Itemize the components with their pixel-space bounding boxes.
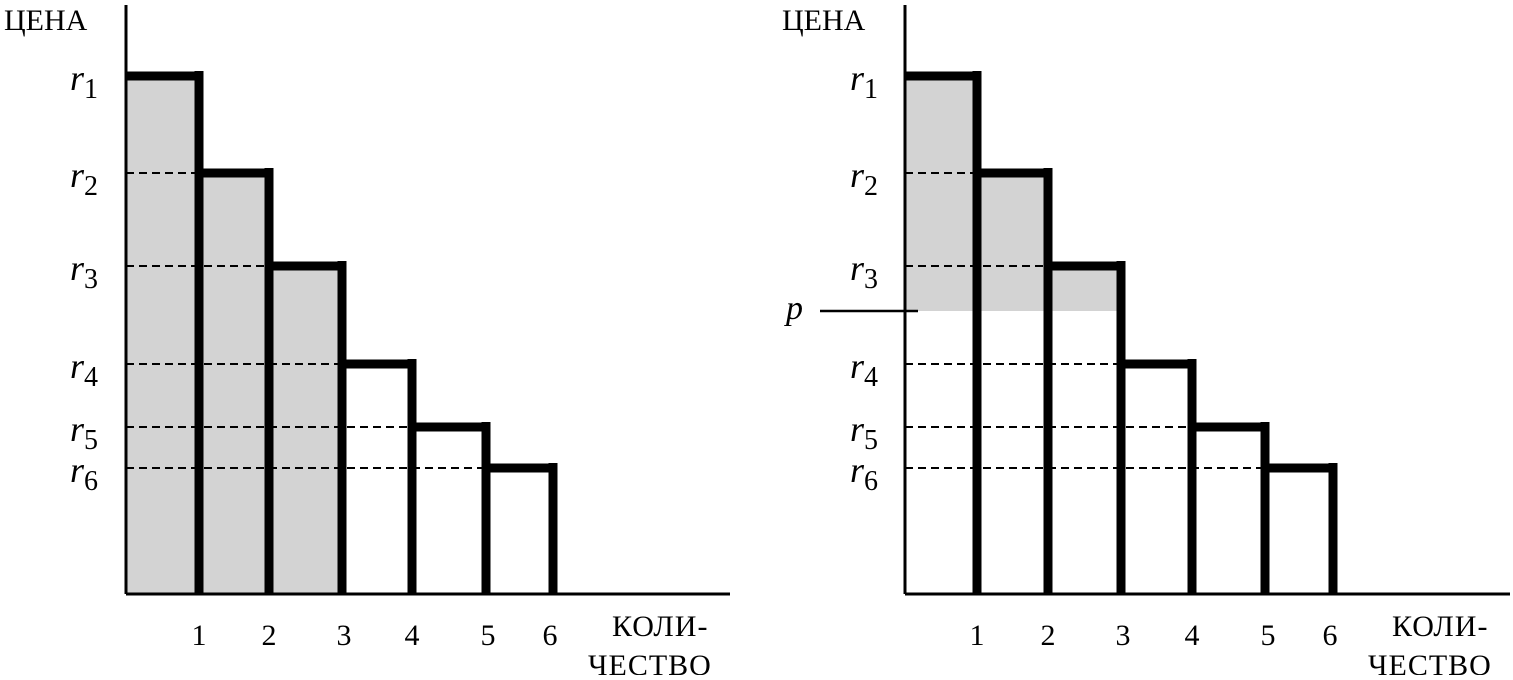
shaded-bar-3 bbox=[269, 266, 342, 594]
x-tick-2: 2 bbox=[1041, 619, 1056, 652]
x-tick-1: 1 bbox=[192, 619, 207, 652]
price-label-r1: r1 bbox=[850, 58, 878, 105]
x-tick-3: 3 bbox=[337, 619, 352, 652]
x-tick-6: 6 bbox=[1323, 619, 1338, 652]
price-label-r3: r3 bbox=[70, 248, 98, 295]
y-axis-title: ЦЕНА bbox=[4, 4, 88, 37]
x-tick-4: 4 bbox=[405, 619, 420, 652]
x-axis-title-line1: КОЛИ- bbox=[1392, 610, 1488, 643]
price-label-r2: r2 bbox=[70, 155, 98, 202]
price-label-r2: r2 bbox=[850, 155, 878, 202]
price-label-r3: r3 bbox=[850, 248, 878, 295]
surplus-shade-3 bbox=[1048, 266, 1121, 311]
shaded-bar-2 bbox=[199, 173, 269, 594]
price-label-r4: r4 bbox=[70, 346, 98, 393]
price-label-r6: r6 bbox=[850, 450, 878, 497]
price-label-r1: r1 bbox=[70, 58, 98, 105]
price-label-r6: r6 bbox=[70, 450, 98, 497]
surplus-shade-2 bbox=[977, 173, 1048, 311]
y-axis-title: ЦЕНА bbox=[782, 4, 866, 37]
x-tick-1: 1 bbox=[970, 619, 985, 652]
x-tick-5: 5 bbox=[1261, 619, 1276, 652]
x-tick-3: 3 bbox=[1116, 619, 1131, 652]
x-axis-title-line2: ЧЕСТВО bbox=[1368, 649, 1492, 675]
surplus-shade-1 bbox=[905, 76, 977, 311]
x-axis-title-line1: КОЛИ- bbox=[612, 610, 708, 643]
price-label-r5: r5 bbox=[70, 409, 98, 456]
price-label-p: p bbox=[784, 290, 803, 327]
price-label-r5: r5 bbox=[850, 409, 878, 456]
x-axis-title-line2: ЧЕСТВО bbox=[588, 649, 712, 675]
price-label-r4: r4 bbox=[850, 346, 878, 393]
x-tick-5: 5 bbox=[481, 619, 496, 652]
x-tick-6: 6 bbox=[543, 619, 558, 652]
x-tick-4: 4 bbox=[1185, 619, 1200, 652]
x-tick-2: 2 bbox=[262, 619, 277, 652]
shaded-bar-1 bbox=[126, 76, 199, 594]
